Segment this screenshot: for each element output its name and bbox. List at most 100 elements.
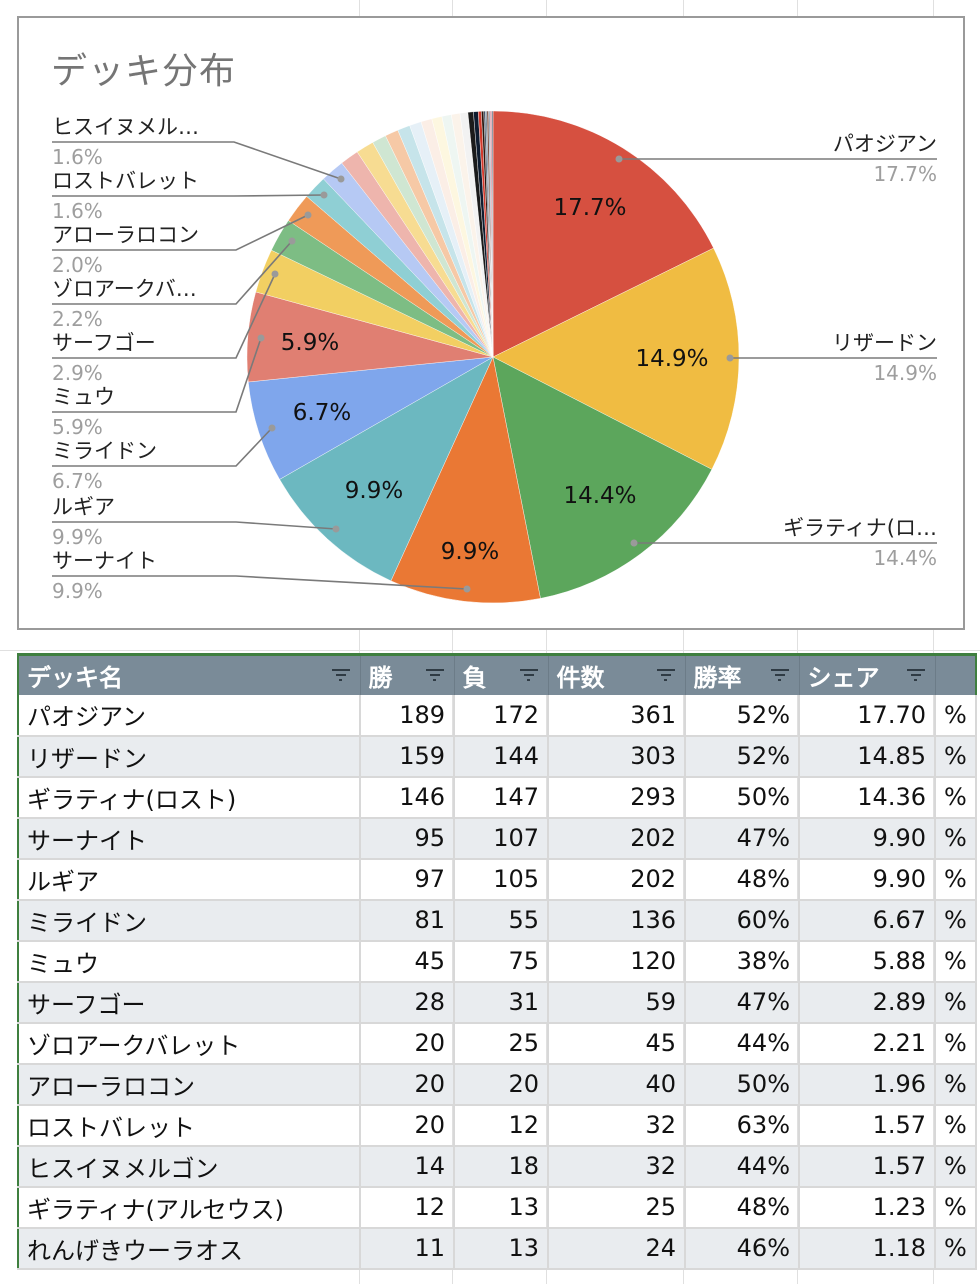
deck-name-cell[interactable]: リザードン [18,735,361,778]
header-win[interactable]: 勝 [360,654,455,695]
share-cell[interactable]: 9.90 [799,817,936,860]
header-count[interactable]: 件数 [548,654,686,695]
deck-name-cell[interactable]: ゾロアークバレット [18,1022,361,1065]
win-rate-cell[interactable]: 50% [685,1063,800,1106]
share-cell[interactable]: 1.57 [799,1145,936,1188]
win-rate-cell[interactable]: 44% [685,1022,800,1065]
pie-slice[interactable] [492,110,714,358]
count-cell[interactable]: 293 [548,776,686,819]
deck-name-cell[interactable]: ヒスイヌメルゴン [18,1145,361,1188]
unit-cell[interactable]: % [935,858,977,901]
share-cell[interactable]: 6.67 [799,899,936,942]
unit-cell[interactable]: % [935,1022,977,1065]
deck-name-cell[interactable]: サーフゴー [18,981,361,1024]
win-rate-cell[interactable]: 52% [685,735,800,778]
win-rate-cell[interactable]: 47% [685,981,800,1024]
filter-icon[interactable] [519,669,538,683]
count-cell[interactable]: 59 [548,981,686,1024]
share-cell[interactable]: 2.21 [799,1022,936,1065]
loss-cell[interactable]: 107 [454,817,549,860]
win-cell[interactable]: 20 [360,1104,455,1147]
win-cell[interactable]: 20 [360,1022,455,1065]
count-cell[interactable]: 202 [548,817,686,860]
count-cell[interactable]: 303 [548,735,686,778]
filter-icon[interactable] [656,669,675,683]
win-rate-cell[interactable]: 38% [685,940,800,983]
win-cell[interactable]: 159 [360,735,455,778]
unit-cell[interactable]: % [935,1186,977,1229]
count-cell[interactable]: 45 [548,1022,686,1065]
unit-cell[interactable]: % [935,940,977,983]
win-cell[interactable]: 81 [360,899,455,942]
win-rate-cell[interactable]: 44% [685,1145,800,1188]
unit-cell[interactable]: % [935,1104,977,1147]
win-rate-cell[interactable]: 52% [685,694,800,737]
loss-cell[interactable]: 172 [454,694,549,737]
unit-cell[interactable]: % [935,694,977,737]
win-rate-cell[interactable]: 63% [685,1104,800,1147]
win-rate-cell[interactable]: 48% [685,1186,800,1229]
count-cell[interactable]: 24 [548,1227,686,1270]
deck-name-cell[interactable]: アローラロコン [18,1063,361,1106]
loss-cell[interactable]: 144 [454,735,549,778]
share-cell[interactable]: 14.85 [799,735,936,778]
deck-name-cell[interactable]: サーナイト [18,817,361,860]
pie-slice[interactable] [390,356,541,604]
pie-chart[interactable]: デッキ分布 17.7% 14.9% 14.4% 9.9% 9.9% 6.7% 5.9% パオ… [17,16,965,630]
pie-slice[interactable] [492,247,740,470]
share-cell[interactable]: 9.90 [799,858,936,901]
count-cell[interactable]: 361 [548,694,686,737]
unit-cell[interactable]: % [935,1227,977,1270]
unit-cell[interactable]: % [935,899,977,942]
deck-name-cell[interactable]: ルギア [18,858,361,901]
deck-name-cell[interactable]: ロストバレット [18,1104,361,1147]
deck-name-cell[interactable]: パオジアン [18,694,361,737]
loss-cell[interactable]: 13 [454,1186,549,1229]
unit-cell[interactable]: % [935,817,977,860]
count-cell[interactable]: 120 [548,940,686,983]
filter-icon[interactable] [770,669,789,683]
share-cell[interactable]: 1.96 [799,1063,936,1106]
deck-name-cell[interactable]: ギラティナ(ロスト) [18,776,361,819]
count-cell[interactable]: 202 [548,858,686,901]
header-share[interactable]: シェア [799,654,936,695]
loss-cell[interactable]: 20 [454,1063,549,1106]
win-cell[interactable]: 28 [360,981,455,1024]
win-cell[interactable]: 11 [360,1227,455,1270]
share-cell[interactable]: 14.36 [799,776,936,819]
loss-cell[interactable]: 147 [454,776,549,819]
loss-cell[interactable]: 25 [454,1022,549,1065]
win-rate-cell[interactable]: 46% [685,1227,800,1270]
win-cell[interactable]: 95 [360,817,455,860]
count-cell[interactable]: 136 [548,899,686,942]
win-rate-cell[interactable]: 47% [685,817,800,860]
share-cell[interactable]: 1.23 [799,1186,936,1229]
win-cell[interactable]: 97 [360,858,455,901]
win-rate-cell[interactable]: 50% [685,776,800,819]
unit-cell[interactable]: % [935,776,977,819]
unit-cell[interactable]: % [935,1063,977,1106]
win-cell[interactable]: 189 [360,694,455,737]
pie-slice[interactable] [279,356,494,582]
pie-slice[interactable] [492,356,713,599]
deck-name-cell[interactable]: ギラティナ(アルセウス) [18,1186,361,1229]
filter-icon[interactable] [906,669,925,683]
loss-cell[interactable]: 31 [454,981,549,1024]
unit-cell[interactable]: % [935,981,977,1024]
win-cell[interactable]: 20 [360,1063,455,1106]
share-cell[interactable]: 2.89 [799,981,936,1024]
share-cell[interactable]: 1.57 [799,1104,936,1147]
filter-icon[interactable] [425,669,444,683]
loss-cell[interactable]: 75 [454,940,549,983]
pie-slice[interactable] [491,110,494,358]
loss-cell[interactable]: 55 [454,899,549,942]
win-cell[interactable]: 45 [360,940,455,983]
loss-cell[interactable]: 13 [454,1227,549,1270]
deck-name-cell[interactable]: ミライドン [18,899,361,942]
win-cell[interactable]: 12 [360,1186,455,1229]
share-cell[interactable]: 5.88 [799,940,936,983]
unit-cell[interactable]: % [935,735,977,778]
win-rate-cell[interactable]: 60% [685,899,800,942]
count-cell[interactable]: 40 [548,1063,686,1106]
deck-name-cell[interactable]: れんげきウーラオス [18,1227,361,1270]
